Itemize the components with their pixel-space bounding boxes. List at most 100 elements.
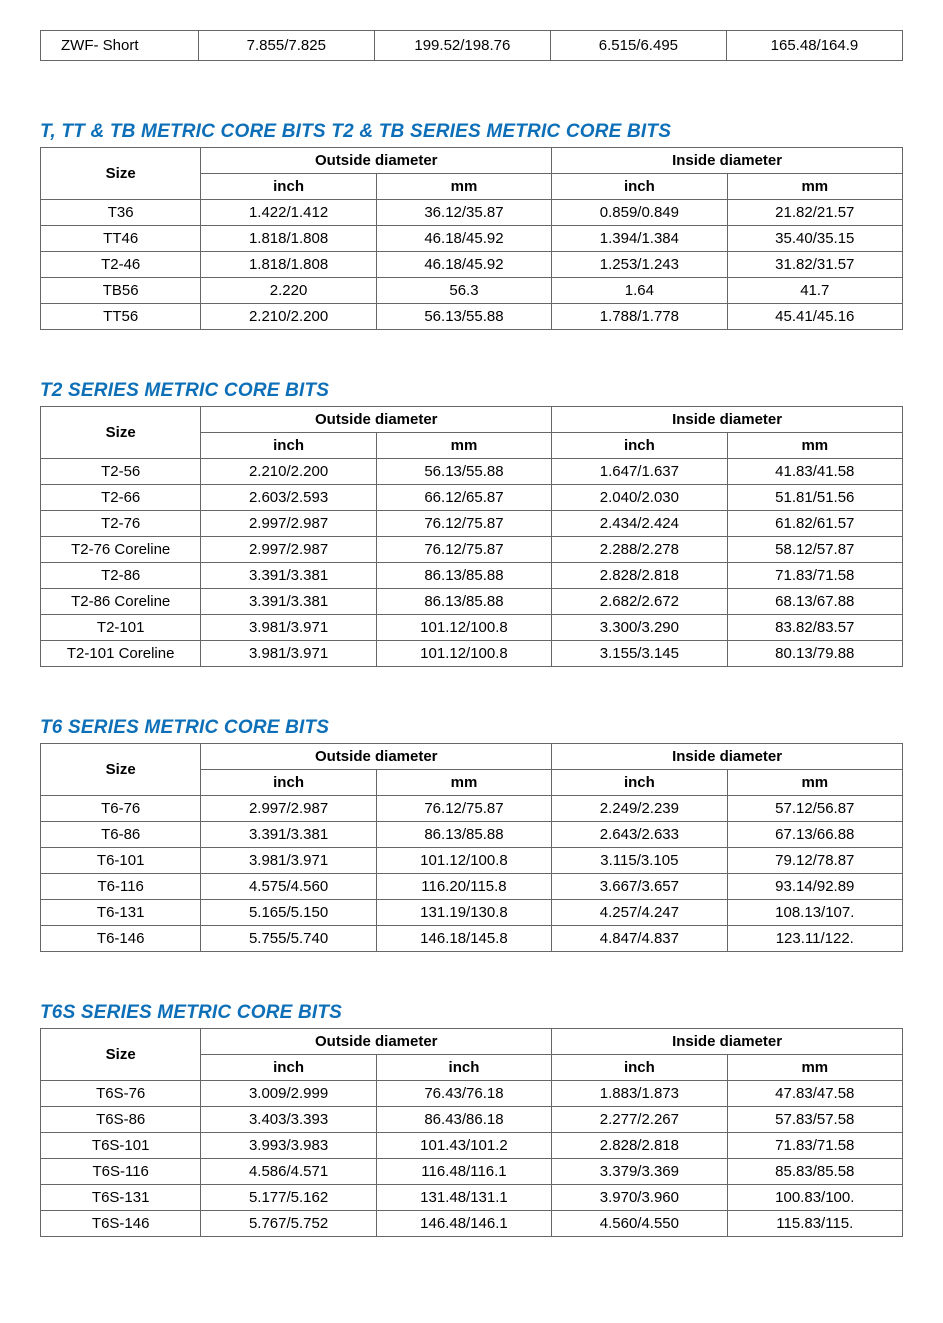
cell-value: 3.155/3.145 — [552, 641, 727, 667]
cell-value: 1.647/1.637 — [552, 459, 727, 485]
table-row: T2-1013.981/3.971101.12/100.83.300/3.290… — [41, 615, 903, 641]
col-size: Size — [41, 148, 201, 200]
cell-value: 45.41/45.16 — [727, 304, 902, 330]
cell-value: 101.12/100.8 — [376, 848, 551, 874]
cell-value: 1.788/1.778 — [552, 304, 727, 330]
table-row: T6-863.391/3.38186.13/85.882.643/2.63367… — [41, 822, 903, 848]
cell-size: T6-146 — [41, 926, 201, 952]
col-size: Size — [41, 1029, 201, 1081]
cell-value: 4.560/4.550 — [552, 1211, 727, 1237]
spec-table-ttb: SizeOutside diameterInside diameterinchm… — [40, 147, 903, 330]
table-row: T6S-1013.993/3.983101.43/101.22.828/2.81… — [41, 1133, 903, 1159]
col-unit: mm — [727, 770, 902, 796]
col-unit: inch — [552, 174, 727, 200]
cell-value: 3.981/3.971 — [201, 641, 376, 667]
col-unit: mm — [727, 174, 902, 200]
cell-value: 66.12/65.87 — [376, 485, 551, 511]
col-unit: inch — [201, 770, 376, 796]
cell-value: 2.249/2.239 — [552, 796, 727, 822]
fragment-table-wrap: ZWF- Short 7.855/7.825 199.52/198.76 6.5… — [40, 30, 903, 61]
cell-size: T2-46 — [41, 252, 201, 278]
cell-value: 2.434/2.424 — [552, 511, 727, 537]
cell-value: 3.300/3.290 — [552, 615, 727, 641]
cell-value: 71.83/71.58 — [727, 563, 902, 589]
table-row: T2-562.210/2.20056.13/55.881.647/1.63741… — [41, 459, 903, 485]
cell-value: 76.43/76.18 — [376, 1081, 551, 1107]
cell-value: 86.13/85.88 — [376, 563, 551, 589]
cell-value: 131.19/130.8 — [376, 900, 551, 926]
table-row: T6S-1465.767/5.752146.48/146.14.560/4.55… — [41, 1211, 903, 1237]
cell-value: 101.12/100.8 — [376, 615, 551, 641]
cell-value: 0.859/0.849 — [552, 200, 727, 226]
cell-value: 3.667/3.657 — [552, 874, 727, 900]
cell-value: 123.11/122. — [727, 926, 902, 952]
cell-size: T6-76 — [41, 796, 201, 822]
cell-value: 80.13/79.88 — [727, 641, 902, 667]
table-row: T2-762.997/2.98776.12/75.872.434/2.42461… — [41, 511, 903, 537]
cell-value: 86.13/85.88 — [376, 822, 551, 848]
cell-size: T2-56 — [41, 459, 201, 485]
cell-value: 36.12/35.87 — [376, 200, 551, 226]
cell-value: 108.13/107. — [727, 900, 902, 926]
table-row: T6-1013.981/3.971101.12/100.83.115/3.105… — [41, 848, 903, 874]
col-unit: inch — [552, 433, 727, 459]
cell-value: 86.13/85.88 — [376, 589, 551, 615]
cell-size: T6-101 — [41, 848, 201, 874]
cell-value: 2.828/2.818 — [552, 563, 727, 589]
spec-table-t2: SizeOutside diameterInside diameterinchm… — [40, 406, 903, 667]
cell-value: 146.48/146.1 — [376, 1211, 551, 1237]
cell-value: 3.403/3.393 — [201, 1107, 376, 1133]
cell-size: T2-86 Coreline — [41, 589, 201, 615]
cell-value: 2.997/2.987 — [201, 537, 376, 563]
table-row: T6S-1315.177/5.162131.48/131.13.970/3.96… — [41, 1185, 903, 1211]
cell-value: 85.83/85.58 — [727, 1159, 902, 1185]
cell-value: 115.83/115. — [727, 1211, 902, 1237]
table-row: T6-1164.575/4.560116.20/115.83.667/3.657… — [41, 874, 903, 900]
cell-size: T2-101 — [41, 615, 201, 641]
cell-value: 101.12/100.8 — [376, 641, 551, 667]
col-id: Inside diameter — [552, 744, 903, 770]
cell-id-mm: 165.48/164.9 — [726, 31, 902, 61]
cell-value: 146.18/145.8 — [376, 926, 551, 952]
cell-value: 2.220 — [201, 278, 376, 304]
cell-value: 5.767/5.752 — [201, 1211, 376, 1237]
col-id: Inside diameter — [552, 1029, 903, 1055]
cell-value: 4.257/4.247 — [552, 900, 727, 926]
col-size: Size — [41, 744, 201, 796]
cell-value: 2.828/2.818 — [552, 1133, 727, 1159]
table-row: T361.422/1.41236.12/35.870.859/0.84921.8… — [41, 200, 903, 226]
section-title: T6S SERIES METRIC CORE BITS — [40, 1002, 903, 1024]
cell-value: 1.64 — [552, 278, 727, 304]
table-header-row: SizeOutside diameterInside diameter — [41, 148, 903, 174]
table-row: T6S-863.403/3.39386.43/86.182.277/2.2675… — [41, 1107, 903, 1133]
table-row: T2-662.603/2.59366.12/65.872.040/2.03051… — [41, 485, 903, 511]
cell-size: T6-116 — [41, 874, 201, 900]
cell-size: T6S-76 — [41, 1081, 201, 1107]
cell-size: T6-86 — [41, 822, 201, 848]
col-od: Outside diameter — [201, 744, 552, 770]
cell-value: 3.391/3.381 — [201, 822, 376, 848]
cell-value: 2.643/2.633 — [552, 822, 727, 848]
spec-table-t6: SizeOutside diameterInside diameter inch m… — [40, 743, 903, 952]
cell-size: TT56 — [41, 304, 201, 330]
cell-value: 76.12/75.87 — [376, 537, 551, 563]
cell-value: 67.13/66.88 — [727, 822, 902, 848]
cell-value: 56.3 — [376, 278, 551, 304]
cell-value: 1.422/1.412 — [201, 200, 376, 226]
cell-value: 93.14/92.89 — [727, 874, 902, 900]
cell-value: 3.009/2.999 — [201, 1081, 376, 1107]
table-row: TB562.22056.31.6441.7 — [41, 278, 903, 304]
cell-value: 21.82/21.57 — [727, 200, 902, 226]
cell-value: 35.40/35.15 — [727, 226, 902, 252]
fragment-table: ZWF- Short 7.855/7.825 199.52/198.76 6.5… — [40, 30, 903, 61]
cell-value: 2.997/2.987 — [201, 796, 376, 822]
table-row: T2-86 Coreline3.391/3.38186.13/85.882.68… — [41, 589, 903, 615]
cell-value: 1.253/1.243 — [552, 252, 727, 278]
cell-value: 1.394/1.384 — [552, 226, 727, 252]
cell-value: 2.997/2.987 — [201, 511, 376, 537]
cell-value: 83.82/83.57 — [727, 615, 902, 641]
cell-value: 79.12/78.87 — [727, 848, 902, 874]
table-row: T2-863.391/3.38186.13/85.882.828/2.81871… — [41, 563, 903, 589]
cell-value: 57.83/57.58 — [727, 1107, 902, 1133]
cell-value: 61.82/61.57 — [727, 511, 902, 537]
